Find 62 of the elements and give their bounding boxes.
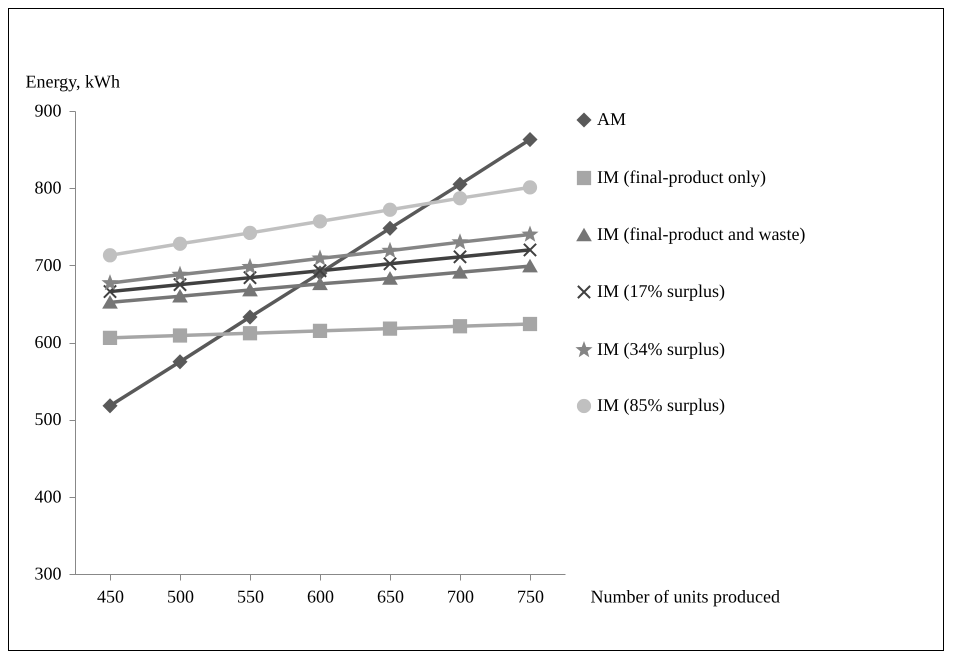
y-axis-title: Energy, kWh — [26, 72, 120, 92]
point — [382, 321, 398, 336]
legend-label: IM (final-product and waste) — [597, 224, 806, 244]
legend-label: IM (85% surplus) — [597, 395, 725, 415]
point — [102, 330, 118, 345]
point — [522, 242, 538, 258]
point — [382, 256, 398, 271]
x-tick-label: 750 — [517, 586, 544, 606]
point — [382, 221, 398, 236]
point — [452, 319, 468, 334]
point — [242, 326, 258, 340]
point — [243, 260, 257, 273]
point — [242, 270, 258, 285]
point — [312, 278, 328, 290]
x-axis-title: Number of units produced — [590, 586, 780, 606]
y-tick-label: 500 — [34, 409, 62, 430]
point — [522, 132, 538, 147]
legend-label: IM (17% surplus) — [597, 281, 725, 301]
point — [102, 248, 118, 262]
point — [102, 398, 118, 413]
point — [522, 180, 538, 195]
y-tick-label: 700 — [34, 254, 62, 275]
point — [172, 354, 188, 369]
point — [383, 244, 397, 257]
point — [312, 324, 328, 338]
point — [172, 236, 188, 251]
x-tick-label: 450 — [97, 586, 124, 606]
point — [522, 260, 538, 272]
x-tick-label: 500 — [167, 586, 194, 606]
y-tick-label: 900 — [34, 100, 62, 120]
point — [172, 328, 188, 343]
point — [172, 290, 188, 303]
y-tick-label: 400 — [34, 486, 62, 506]
point — [312, 214, 328, 228]
point — [382, 272, 398, 285]
point — [522, 316, 538, 332]
y-tick-label: 600 — [34, 332, 62, 352]
x-tick-label: 650 — [377, 586, 404, 606]
legend-label: IM (final-product only) — [597, 167, 766, 187]
point — [242, 226, 258, 240]
x-tick-label: 600 — [307, 586, 334, 606]
point — [453, 235, 467, 248]
legend-label: AM — [597, 109, 626, 129]
point — [313, 251, 327, 264]
point — [452, 177, 468, 192]
x-tick-label: 550 — [237, 586, 264, 606]
legend-label: IM (34% surplus) — [597, 339, 725, 359]
point — [523, 227, 537, 240]
x-tick-label: 700 — [447, 586, 474, 606]
y-tick-label: 800 — [34, 178, 62, 198]
point — [452, 191, 468, 206]
point — [452, 250, 468, 264]
y-tick-label: 300 — [34, 564, 62, 584]
point — [172, 278, 188, 292]
point — [103, 276, 117, 290]
point — [102, 284, 118, 299]
point — [452, 266, 468, 279]
point — [382, 202, 398, 217]
point — [102, 296, 118, 309]
point — [242, 284, 258, 296]
point — [242, 310, 258, 324]
point — [173, 267, 187, 281]
